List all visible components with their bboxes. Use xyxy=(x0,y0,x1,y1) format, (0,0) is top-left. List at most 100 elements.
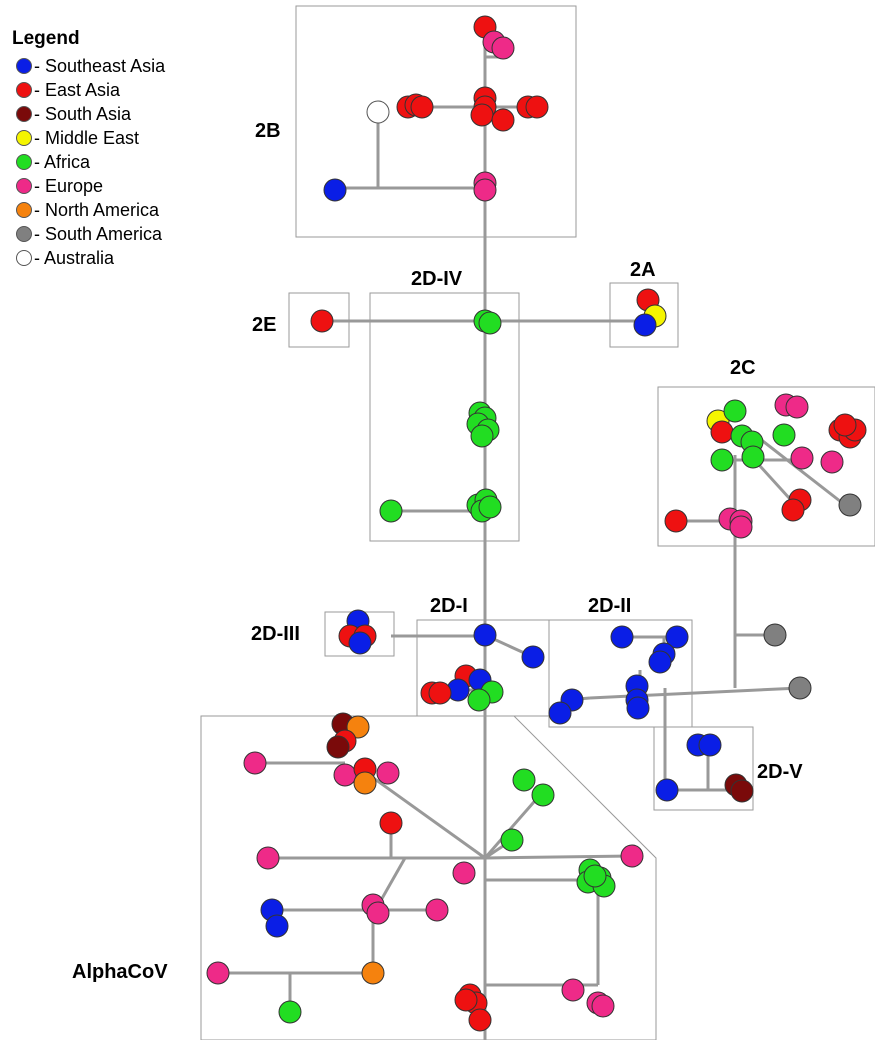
haplotype-node-sam xyxy=(763,623,787,647)
network-edge xyxy=(364,770,486,860)
legend-label-af: - Africa xyxy=(34,151,91,172)
clade-boxes xyxy=(200,5,875,1040)
haplotype-node-af xyxy=(512,768,536,792)
haplotype-node-sea xyxy=(648,650,672,674)
legend-item-au: - Australia xyxy=(6,246,165,270)
legend-item-eu: - Europe xyxy=(6,174,165,198)
clade-box-2a xyxy=(609,282,679,348)
clade-label-2b: 2B xyxy=(255,120,281,142)
haplotype-node-ea xyxy=(781,498,805,522)
network-edge xyxy=(589,686,801,700)
haplotype-node-af xyxy=(710,448,734,472)
haplotype-node-ea xyxy=(664,509,688,533)
clade-box-2c xyxy=(657,386,875,547)
haplotype-node-eu xyxy=(366,901,390,925)
legend-label-eu: - Europe xyxy=(34,175,104,196)
network-nodes xyxy=(206,15,867,1032)
haplotype-node-sea xyxy=(348,631,372,655)
haplotype-node-eu xyxy=(206,961,230,985)
haplotype-node-eu xyxy=(820,450,844,474)
network-edge xyxy=(484,854,633,860)
haplotype-node-sea xyxy=(473,623,497,647)
clade-label-2d-ii: 2D-II xyxy=(588,595,631,617)
legend-swatch-au xyxy=(16,250,32,266)
haplotype-node-eu xyxy=(790,446,814,470)
haplotype-node-ea xyxy=(410,95,434,119)
haplotype-node-sea xyxy=(265,914,289,938)
haplotype-node-af xyxy=(723,399,747,423)
legend-item-ea: - East Asia xyxy=(6,78,165,102)
clade-label-2c: 2C xyxy=(730,357,756,379)
haplotype-node-eu xyxy=(785,395,809,419)
legend-swatch-af xyxy=(16,154,32,170)
haplotype-node-ea xyxy=(379,811,403,835)
legend-label-me: - Middle East xyxy=(34,127,140,148)
haplotype-node-eu xyxy=(473,178,497,202)
clade-label-2d-iv: 2D-IV xyxy=(411,268,463,290)
haplotype-node-eu xyxy=(425,898,449,922)
legend-label-sa: - South Asia xyxy=(34,103,132,124)
haplotype-node-sea xyxy=(655,778,679,802)
haplotype-node-eu xyxy=(452,861,476,885)
legend-item-sam: - South America xyxy=(6,222,165,246)
haplotype-node-eu xyxy=(620,844,644,868)
legend-label-sam: - South America xyxy=(34,223,163,244)
legend-title: Legend xyxy=(12,28,80,49)
haplotype-node-sea xyxy=(698,733,722,757)
haplotype-node-af xyxy=(470,424,494,448)
network-edge xyxy=(483,794,542,859)
legend-item-na: - North America xyxy=(6,198,165,222)
haplotype-node-af xyxy=(278,1000,302,1024)
haplotype-node-ea xyxy=(833,413,857,437)
legend-label-ea: - East Asia xyxy=(34,79,121,100)
clade-label-2d-v: 2D-V xyxy=(757,761,803,783)
haplotype-node-ea xyxy=(710,420,734,444)
clade-label-alphacov: AlphaCoV xyxy=(72,961,168,983)
legend-item-sea: - Southeast Asia xyxy=(6,54,165,78)
network-edge xyxy=(378,857,407,903)
haplotype-node-ea xyxy=(454,988,478,1012)
haplotype-node-eu xyxy=(491,36,515,60)
legend-swatch-ea xyxy=(16,82,32,98)
legend-item-sa: - South Asia xyxy=(6,102,165,126)
haplotype-node-ea xyxy=(428,681,452,705)
legend-items: - Southeast Asia - East Asia - South Asia -… xyxy=(6,54,165,270)
haplotype-node-af xyxy=(583,864,607,888)
haplotype-node-sam xyxy=(838,493,862,517)
legend-label-sea: - Southeast Asia xyxy=(34,55,166,76)
legend-swatch-sa xyxy=(16,106,32,122)
haplotype-node-sea xyxy=(521,645,545,669)
clade-label-2a: 2A xyxy=(630,259,656,281)
legend-swatch-eu xyxy=(16,178,32,194)
haplotype-node-na xyxy=(353,771,377,795)
haplotype-node-eu xyxy=(256,846,280,870)
haplotype-node-sea xyxy=(548,701,572,725)
clade-box-2d-iv xyxy=(369,292,520,542)
legend-item-me: - Middle East xyxy=(6,126,165,150)
clade-box-2b xyxy=(295,5,577,238)
haplotype-node-af xyxy=(478,311,502,335)
haplotype-node-eu xyxy=(561,978,585,1002)
legend-item-af: - Africa xyxy=(6,150,165,174)
haplotype-node-af xyxy=(467,688,491,712)
haplotype-node-eu xyxy=(729,515,753,539)
clade-box-alphacov xyxy=(200,715,657,1040)
haplotype-node-sea xyxy=(610,625,634,649)
haplotype-node-eu xyxy=(243,751,267,775)
haplotype-node-af xyxy=(772,423,796,447)
clade-label-2d-iii: 2D-III xyxy=(251,623,300,645)
clade-box-2e xyxy=(288,292,350,348)
haplotype-node-ea xyxy=(491,108,515,132)
haplotype-node-eu xyxy=(376,761,400,785)
haplotype-node-ea xyxy=(525,95,549,119)
haplotype-node-sea xyxy=(633,313,657,337)
haplotype-node-eu xyxy=(333,763,357,787)
haplotype-node-af xyxy=(379,499,403,523)
clade-label-2d-i: 2D-I xyxy=(430,595,468,617)
haplotype-node-ea xyxy=(470,103,494,127)
legend-label-au: - Australia xyxy=(34,247,115,268)
haplotype-node-sea xyxy=(665,625,689,649)
legend-swatch-na xyxy=(16,202,32,218)
haplotype-node-au xyxy=(366,100,390,124)
